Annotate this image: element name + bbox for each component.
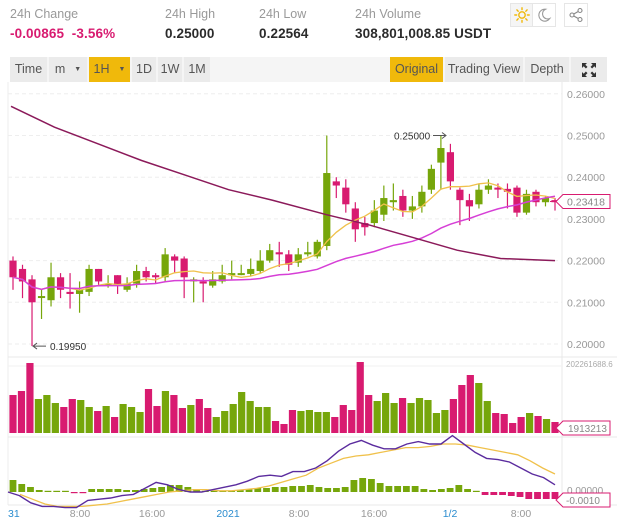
share-button[interactable] xyxy=(564,3,588,27)
expand-icon xyxy=(582,62,596,77)
interval-1m-label: 1M xyxy=(188,62,206,76)
share-icon xyxy=(569,7,583,23)
svg-text:0.23000: 0.23000 xyxy=(567,214,605,226)
view-tradingview-label: Trading View xyxy=(447,62,521,76)
svg-text:-0.0010: -0.0010 xyxy=(566,496,600,507)
stat-24h-volume: 24h Volume 308,801,008.85 USDT xyxy=(355,6,491,44)
interval-1w-label: 1W xyxy=(160,62,180,76)
stat-label: 24h High xyxy=(165,7,216,21)
stat-value: 0.25000 xyxy=(165,26,215,41)
svg-text:8:00: 8:00 xyxy=(70,508,91,520)
light-theme-button[interactable] xyxy=(510,3,533,27)
interval-1w-button[interactable]: 1W xyxy=(158,57,182,82)
candles xyxy=(9,135,559,347)
market-stats: 24h Change -0.00865 -3.56% 24h High 0.25… xyxy=(0,0,617,50)
svg-text:0.24000: 0.24000 xyxy=(567,172,605,184)
stat-value: 308,801,008.85 USDT xyxy=(355,26,492,41)
svg-text:2021: 2021 xyxy=(216,508,240,520)
svg-text:0.20000: 0.20000 xyxy=(567,339,605,351)
view-original-button[interactable]: Original xyxy=(390,57,443,82)
svg-text:0.25000: 0.25000 xyxy=(394,132,431,143)
theme-controls xyxy=(510,3,588,27)
stat-value: -0.00865 -3.56% xyxy=(10,26,116,41)
kline-chart[interactable]: 0.26000 0.25000 0.24000 0.23000 0.22000 0.210… xyxy=(0,82,617,521)
fullscreen-button[interactable] xyxy=(571,57,607,82)
view-depth-button[interactable]: Depth xyxy=(525,57,569,82)
caret-down-icon: ▼ xyxy=(118,66,126,73)
dark-theme-button[interactable] xyxy=(533,3,556,27)
view-original-label: Original xyxy=(394,62,439,76)
minute-interval-dropdown[interactable]: m ▼ xyxy=(49,57,87,82)
candlestick-chart-canvas[interactable]: 0.26000 0.25000 0.24000 0.23000 0.22000 0.210… xyxy=(0,82,617,521)
stat-label: 24h Volume xyxy=(355,7,422,21)
svg-text:1913213: 1913213 xyxy=(568,424,607,435)
interval-1d-button[interactable]: 1D xyxy=(132,57,156,82)
stat-24h-low: 24h Low 0.22564 xyxy=(259,6,309,44)
view-depth-label: Depth xyxy=(530,62,564,76)
svg-text:16:00: 16:00 xyxy=(139,508,165,520)
svg-text:31: 31 xyxy=(8,508,20,520)
chart-toolbar: Time m ▼ 1H ▼ 1D 1W 1M Original Trading Vi… xyxy=(10,57,607,82)
stat-value: 0.22564 xyxy=(259,26,309,41)
svg-text:0.26000: 0.26000 xyxy=(567,89,605,101)
time-label-text: Time xyxy=(14,62,43,76)
svg-text:1/2: 1/2 xyxy=(443,508,458,520)
hour-interval-dropdown[interactable]: 1H ▼ xyxy=(89,57,130,82)
interval-1m-button[interactable]: 1M xyxy=(184,57,210,82)
hour-interval-label: 1H xyxy=(93,62,110,76)
minute-interval-label: m xyxy=(54,62,66,76)
stat-label: 24h Change xyxy=(10,7,79,21)
svg-text:0.00000: 0.00000 xyxy=(567,486,604,497)
stat-24h-change: 24h Change -0.00865 -3.56% xyxy=(10,6,115,44)
stat-24h-high: 24h High 0.25000 xyxy=(165,6,215,44)
moon-icon xyxy=(538,8,552,22)
svg-text:8:00: 8:00 xyxy=(511,508,532,520)
caret-down-icon: ▼ xyxy=(74,66,82,73)
sun-icon xyxy=(513,7,530,23)
svg-text:202261688.6: 202261688.6 xyxy=(566,360,613,369)
svg-text:8:00: 8:00 xyxy=(289,508,310,520)
view-tradingview-button[interactable]: Trading View xyxy=(445,57,523,82)
svg-text:0.25000: 0.25000 xyxy=(567,131,605,143)
svg-text:0.22000: 0.22000 xyxy=(567,256,605,268)
interval-1d-label: 1D xyxy=(136,62,152,76)
svg-text:0.19950: 0.19950 xyxy=(50,342,87,353)
svg-text:0.21000: 0.21000 xyxy=(567,297,605,309)
time-label: Time xyxy=(10,57,47,82)
svg-text:16:00: 16:00 xyxy=(361,508,387,520)
stat-label: 24h Low xyxy=(259,7,307,21)
svg-text:0.23418: 0.23418 xyxy=(567,196,605,208)
